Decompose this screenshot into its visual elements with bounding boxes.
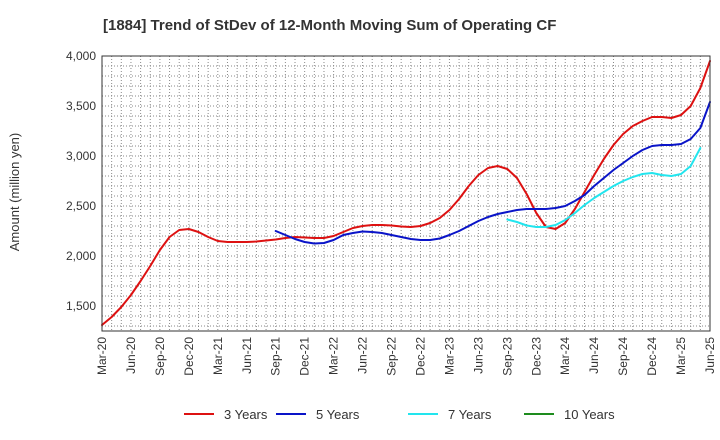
- chart-title: [1884] Trend of StDev of 12-Month Moving…: [103, 17, 556, 34]
- x-tick-label: Sep-22: [385, 337, 399, 376]
- legend-label: 7 Years: [448, 407, 492, 422]
- x-tick-label: Jun-24: [587, 337, 601, 374]
- x-tick-label: Mar-22: [327, 337, 341, 375]
- series-line-7-years: [506, 147, 702, 228]
- x-tick-label: Mar-20: [95, 337, 109, 375]
- y-tick-label: 4,000: [66, 49, 96, 63]
- x-tick-label: Mar-23: [442, 337, 456, 375]
- legend-label: 5 Years: [316, 407, 360, 422]
- x-tick-label: Mar-24: [558, 337, 572, 375]
- y-tick-label: 2,000: [66, 249, 96, 263]
- legend-label: 3 Years: [224, 407, 268, 422]
- x-tick-label: Dec-21: [298, 337, 312, 376]
- x-tick-label: Dec-23: [529, 337, 543, 376]
- plot-frame: [101, 55, 711, 332]
- x-tick-label: Sep-21: [269, 337, 283, 376]
- series-layer: [101, 60, 711, 326]
- y-tick-label: 2,500: [66, 199, 96, 213]
- x-tick-label: Mar-21: [211, 337, 225, 375]
- y-tick-labels: 1,500 2,000 2,500 3,000 3,500 4,000: [66, 49, 96, 313]
- legend: 3 Years 5 Years 7 Years 10 Years: [184, 407, 615, 422]
- y-tick-label: 1,500: [66, 299, 96, 313]
- x-tick-label: Sep-23: [500, 337, 514, 376]
- x-tick-label: Dec-20: [182, 337, 196, 376]
- x-tick-label: Jun-20: [124, 337, 138, 374]
- series-line-5-years: [274, 101, 711, 245]
- x-tick-label: Sep-24: [616, 337, 630, 376]
- grid-layer: [102, 56, 710, 331]
- x-tick-label: Jun-22: [356, 337, 370, 374]
- x-tick-label: Dec-24: [645, 337, 659, 376]
- x-tick-label: Jun-23: [471, 337, 485, 374]
- series-line-3-years: [101, 60, 711, 326]
- legend-label: 10 Years: [564, 407, 615, 422]
- y-tick-label: 3,000: [66, 149, 96, 163]
- x-tick-label: Mar-25: [674, 337, 688, 375]
- y-axis-label: Amount (million yen): [7, 133, 22, 252]
- x-tick-labels: Mar-20 Jun-20 Sep-20 Dec-20 Mar-21 Jun-21 Sep-…: [95, 337, 717, 376]
- x-tick-label: Jun-21: [240, 337, 254, 374]
- x-tick-label: Dec-22: [413, 337, 427, 376]
- x-tick-label: Jun-25: [703, 337, 717, 374]
- y-tick-label: 3,500: [66, 99, 96, 113]
- x-tick-label: Sep-20: [153, 337, 167, 376]
